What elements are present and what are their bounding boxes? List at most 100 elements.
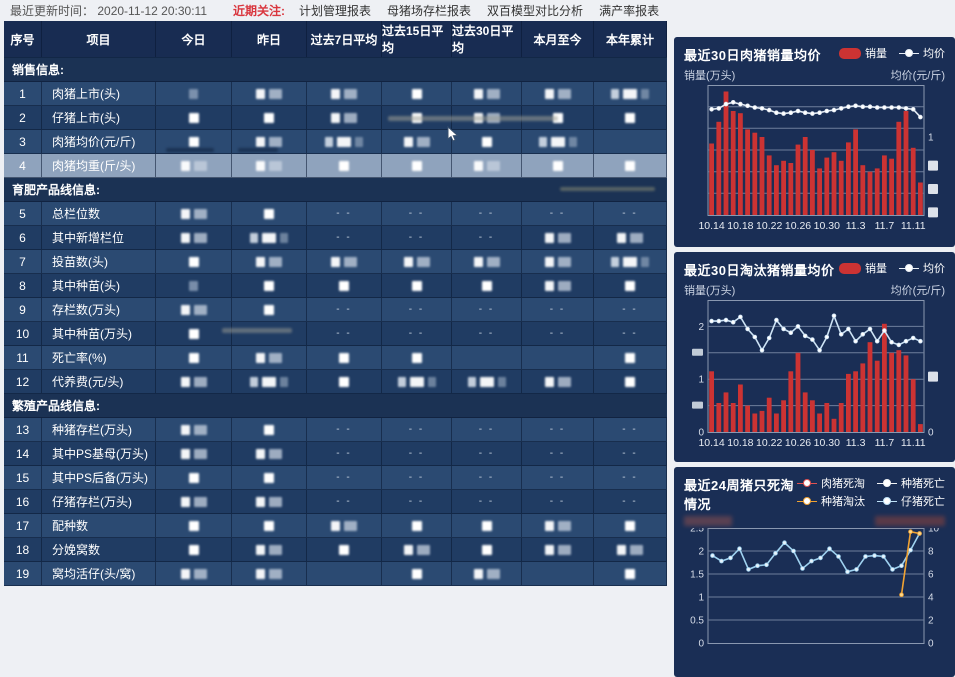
- chart-title: 最近30日肉猪销量均价: [684, 48, 821, 63]
- svg-text:0: 0: [928, 428, 934, 439]
- redacted-value: [557, 376, 571, 387]
- svg-text:0: 0: [698, 428, 704, 439]
- table-row-9[interactable]: 9 存栏数(万头) - - - - - - - - - -: [4, 298, 667, 322]
- redacted-value: [188, 112, 199, 123]
- table-row-3[interactable]: 3 肉猪均价(元/斤): [4, 130, 667, 154]
- table-row-8[interactable]: 8 其中种苗(头): [4, 274, 667, 298]
- table-row-4[interactable]: 4 肉猪均重(斤/头): [4, 154, 667, 178]
- row-label: 投苗数(头): [42, 250, 156, 273]
- legend-bar-swatch: [839, 262, 861, 274]
- redacted-value: [256, 256, 265, 267]
- no-data-dash: - -: [478, 448, 495, 459]
- svg-text:10.18: 10.18: [727, 437, 753, 449]
- legend-item[interactable]: 销量: [839, 45, 887, 61]
- redacted-value: [256, 568, 265, 579]
- table-row-14[interactable]: 14 其中PS基母(万头) - - - - - - - - - -: [4, 442, 667, 466]
- legend-item[interactable]: 仔猪死亡: [877, 493, 945, 509]
- no-data-dash: - -: [478, 232, 495, 243]
- legend-item[interactable]: 种猪死亡: [877, 475, 945, 491]
- data-cell: [232, 346, 307, 369]
- table-row-2[interactable]: 2 仔猪上市(头): [4, 106, 667, 130]
- table-row-19[interactable]: 19 窝均活仔(头/窝): [4, 562, 667, 586]
- svg-text:2.5: 2.5: [690, 528, 704, 535]
- legend-item[interactable]: 均价: [899, 260, 945, 276]
- row-index: 9: [4, 298, 42, 321]
- no-data-dash: - -: [408, 424, 425, 435]
- column-header: 过去30日平均: [452, 21, 522, 57]
- y-right-axis-label: 均价(元/斤): [890, 285, 945, 297]
- redacted-value: [256, 160, 265, 171]
- redacted-value: [269, 448, 282, 459]
- row-index: 8: [4, 274, 42, 297]
- table-row-10[interactable]: 10 其中种苗(万头) - - - - - - - - - -: [4, 322, 667, 346]
- axis-label-row: 销量(万头) 均价(元/斤): [684, 282, 945, 298]
- table-row-1[interactable]: 1 肉猪上市(头): [4, 82, 667, 106]
- redacted-value: [269, 544, 282, 555]
- row-label: 代养费(元/头): [42, 370, 156, 393]
- svg-text:11.11: 11.11: [901, 437, 926, 449]
- data-cell: - -: [452, 322, 522, 345]
- data-cell: [452, 82, 522, 105]
- redacted-value: [544, 232, 554, 243]
- legend-item[interactable]: 均价: [899, 45, 945, 61]
- redacted-value: [497, 376, 506, 387]
- data-cell: [156, 250, 232, 273]
- redacted-value: [269, 496, 282, 507]
- legend-label: 销量: [865, 263, 887, 275]
- table-row-17[interactable]: 17 配种数: [4, 514, 667, 538]
- data-cell: [156, 106, 232, 129]
- legend-label: 种猪淘汰: [821, 496, 865, 508]
- data-cell: - -: [594, 298, 667, 321]
- legend-item[interactable]: 销量: [839, 260, 887, 276]
- redacted-value: [189, 88, 198, 99]
- legend-item[interactable]: 种猪淘汰: [797, 493, 865, 509]
- data-cell: [156, 202, 232, 225]
- table-row-12[interactable]: 12 代养费(元/头): [4, 370, 667, 394]
- redacted-value: [473, 88, 483, 99]
- redacted-value: [180, 568, 190, 579]
- redacted-value: [193, 304, 207, 315]
- table-row-15[interactable]: 15 其中PS后备(万头) - - - - - - - - - -: [4, 466, 667, 490]
- table-row-16[interactable]: 16 仔猪存栏(万头) - - - - - - - - - -: [4, 490, 667, 514]
- chart-card-header: 最近30日淘汰猪销量均价 销量 均价: [684, 260, 945, 279]
- no-data-dash: - -: [549, 424, 566, 435]
- redacted-value: [344, 520, 357, 531]
- redacted-value: [269, 88, 282, 99]
- table-row-18[interactable]: 18 分娩窝数: [4, 538, 667, 562]
- svg-text:11.11: 11.11: [901, 220, 926, 232]
- no-data-dash: - -: [478, 304, 495, 315]
- data-cell: [232, 442, 307, 465]
- tab-report-0[interactable]: 计划管理报表: [299, 4, 372, 18]
- redacted-value: [193, 448, 207, 459]
- data-cell: [522, 538, 594, 561]
- data-cell: [307, 538, 382, 561]
- legend-label: 均价: [923, 48, 945, 60]
- chart-card: 最近24周猪只死淘情况 肉猪死淘 种猪死亡 种猪淘汰 仔猪死亡 2.5 2 1.5 1 0.5 0 1…: [674, 467, 955, 677]
- data-cell: [382, 82, 452, 105]
- redacted-value: [280, 376, 288, 387]
- redacted-value: [625, 280, 635, 291]
- legend-label: 种猪死亡: [901, 478, 945, 490]
- table-row-6[interactable]: 6 其中新增栏位 - - - - - -: [4, 226, 667, 250]
- legend-item[interactable]: 肉猪死淘: [797, 475, 865, 491]
- last-update-time: 最近更新时间： 2020-11-12 20:30:11: [10, 4, 208, 18]
- no-data-dash: - -: [408, 304, 425, 315]
- data-cell: [156, 274, 232, 297]
- table-row-13[interactable]: 13 种猪存栏(万头) - - - - - - - - - -: [4, 418, 667, 442]
- redacted-value: [486, 88, 500, 99]
- tab-report-2[interactable]: 双百模型对比分析: [487, 4, 584, 18]
- redacted-value: [557, 544, 571, 555]
- redacted-value: [269, 568, 282, 579]
- redacted-value: [544, 256, 554, 267]
- table-row-11[interactable]: 11 死亡率(%): [4, 346, 667, 370]
- data-cell: [156, 82, 232, 105]
- table-row-5[interactable]: 5 总栏位数 - - - - - - - - - -: [4, 202, 667, 226]
- table-row-7[interactable]: 7 投苗数(头): [4, 250, 667, 274]
- no-data-dash: - -: [336, 328, 352, 339]
- legend-label: 肉猪死淘: [821, 478, 865, 490]
- tab-report-3[interactable]: 满产率报表: [599, 4, 660, 18]
- redacted-value: [355, 136, 363, 147]
- legend-line-swatch: [877, 497, 897, 505]
- tab-report-1[interactable]: 母猪场存栏报表: [387, 4, 472, 18]
- chart-legend: 销量 均价: [839, 260, 945, 276]
